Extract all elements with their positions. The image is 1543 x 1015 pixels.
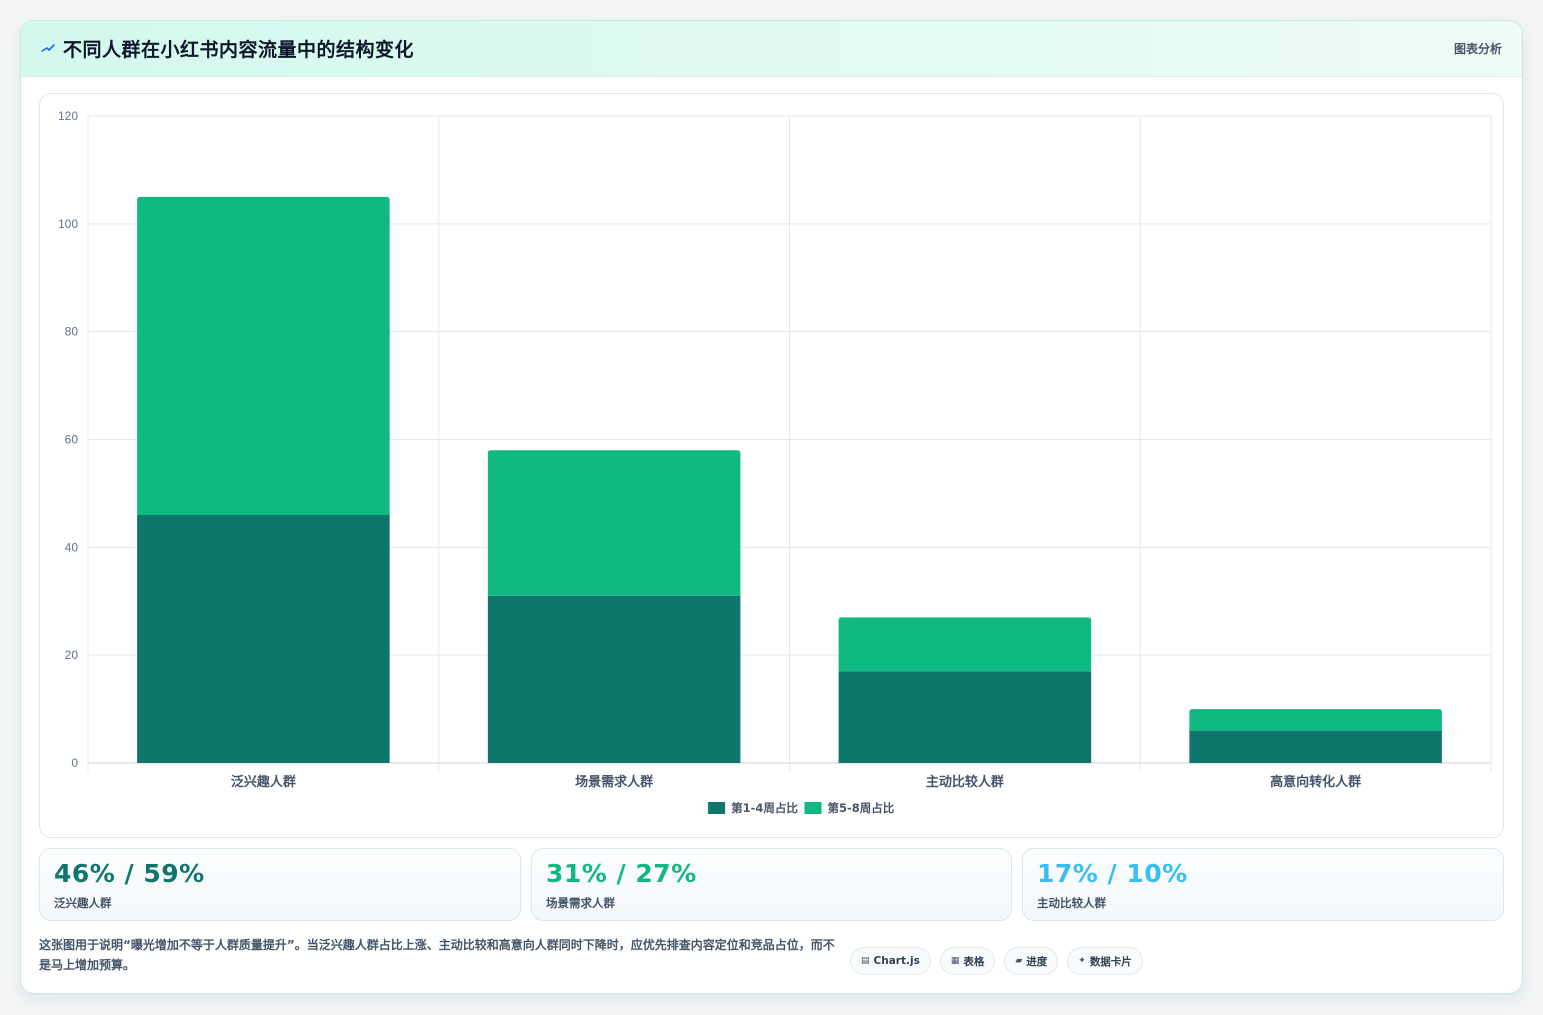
chip-table[interactable]: ▦ 表格 <box>939 947 996 975</box>
bar-1-2 <box>838 617 1092 672</box>
y-tick-label: 120 <box>58 109 78 123</box>
chip-data-card[interactable]: ✦ 数据卡片 <box>1067 947 1143 975</box>
bar-0-3 <box>1189 730 1442 763</box>
bar-0-2 <box>838 671 1092 763</box>
card-header: 不同人群在小红书内容流量中的结构变化 图表分析 <box>21 21 1522 77</box>
stacked-bar-chart: 0 20 40 60 80 100 120 泛兴趣人群 场景需求人群 主动比较人群 高意向转化人群第… <box>58 109 1492 815</box>
progress-icon: ▰ <box>1015 956 1023 966</box>
chip-label: 表格 <box>963 955 985 968</box>
chip-label: 进度 <box>1026 955 1048 968</box>
y-tick-label: 40 <box>65 540 79 554</box>
bar-1-0 <box>137 196 390 515</box>
table-icon: ▦ <box>950 956 960 966</box>
stat-label: 场景需求人群 <box>546 896 615 910</box>
y-tick-label: 80 <box>65 325 79 339</box>
stat-label: 主动比较人群 <box>1037 896 1106 910</box>
stat-value: 46% / 59% <box>54 859 205 888</box>
y-tick-label: 20 <box>65 648 79 662</box>
stat-value: 17% / 10% <box>1037 859 1188 888</box>
legend-swatch-0 <box>708 802 726 814</box>
legend-label-1: 第5-8周占比 <box>828 801 895 815</box>
x-tick-label: 场景需求人群 <box>575 774 653 790</box>
bar-0-1 <box>487 595 741 763</box>
trend-icon <box>41 44 55 52</box>
stat-card-1: 31% / 27% 场景需求人群 <box>531 848 1012 921</box>
chip-chartjs[interactable]: ▤ Chart.js <box>850 947 931 975</box>
chip-label: 数据卡片 <box>1089 955 1132 968</box>
y-tick-label: 60 <box>65 433 79 447</box>
sparkle-icon: ✦ <box>1078 956 1086 966</box>
chart-panel: 0 20 40 60 80 100 120 泛兴趣人群 场景需求人群 主动比较人群 高意向转化人群第… <box>39 93 1504 838</box>
stat-card-0: 46% / 59% 泛兴趣人群 <box>39 848 521 921</box>
y-tick-label: 0 <box>71 756 78 770</box>
legend-swatch-1 <box>804 802 822 814</box>
legend-label-0: 第1-4周占比 <box>731 801 798 815</box>
chart-icon: ▤ <box>861 956 870 966</box>
chart-note: 这张图用于说明“曝光增加不等于人群质量提升”。当泛兴趣人群占比上涨、主动比较和高… <box>39 938 835 972</box>
chart-card: 不同人群在小红书内容流量中的结构变化 图表分析 0 20 40 60 80 100 120 泛… <box>20 20 1523 994</box>
stat-card-2: 17% / 10% 主动比较人群 <box>1022 848 1504 921</box>
page-title: 不同人群在小红书内容流量中的结构变化 <box>63 39 415 61</box>
chip-progress[interactable]: ▰ 进度 <box>1004 947 1059 975</box>
x-tick-label: 泛兴趣人群 <box>231 774 296 790</box>
stat-label: 泛兴趣人群 <box>54 896 112 910</box>
chip-row: ▤ Chart.js ▦ 表格 ▰ 进度 ✦ 数据卡片 <box>850 947 1143 975</box>
bar-0-0 <box>137 514 390 763</box>
bar-1-3 <box>1189 709 1442 731</box>
x-tick-label: 主动比较人群 <box>926 774 1004 790</box>
chart-analysis-tag: 图表分析 <box>1453 42 1502 56</box>
chip-label: Chart.js <box>873 955 920 967</box>
x-tick-label: 高意向转化人群 <box>1270 774 1361 790</box>
y-tick-label: 100 <box>58 217 78 231</box>
stat-value: 31% / 27% <box>546 859 697 888</box>
bar-1-1 <box>487 450 741 596</box>
